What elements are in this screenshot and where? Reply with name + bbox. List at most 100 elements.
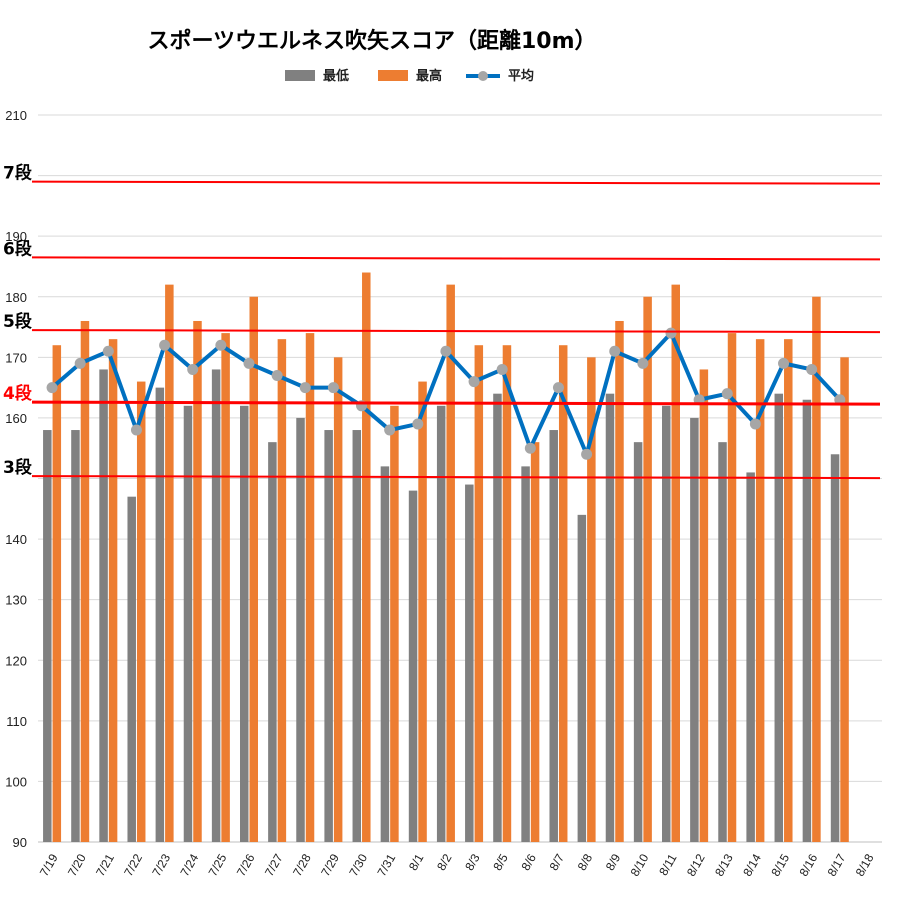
bar-max xyxy=(699,369,709,842)
bar-max xyxy=(333,357,343,842)
average-point xyxy=(637,357,649,369)
bar-max xyxy=(108,339,118,842)
legend: 最低 最高 平均 xyxy=(285,68,534,84)
dan-label: 6段 xyxy=(3,238,32,259)
average-point xyxy=(243,357,255,369)
x-tick-label: 8/10 xyxy=(628,851,652,879)
bar-min xyxy=(43,430,52,842)
x-tick-label: 8/17 xyxy=(825,851,849,879)
bar-max xyxy=(587,357,596,842)
bar-max xyxy=(643,296,652,842)
average-point xyxy=(721,388,733,400)
x-tick-label: 7/27 xyxy=(262,851,286,879)
x-tick-label: 7/26 xyxy=(234,851,258,879)
average-point xyxy=(187,363,199,375)
average-point xyxy=(102,345,114,357)
bar-max xyxy=(418,381,427,842)
average-point xyxy=(524,442,536,454)
average-point xyxy=(327,382,339,394)
x-tick-label: 7/24 xyxy=(178,851,202,879)
bar-min xyxy=(577,514,587,842)
dan-line xyxy=(31,329,881,334)
average-point xyxy=(778,357,790,369)
y-tick-label: 90 xyxy=(13,835,27,850)
bar-max xyxy=(615,320,624,842)
bar-min xyxy=(633,442,643,842)
bar-min xyxy=(802,399,812,842)
bar-min xyxy=(774,393,784,842)
bar-min xyxy=(211,369,221,842)
x-tick-label: 7/21 xyxy=(93,851,117,879)
bar-max xyxy=(755,339,765,842)
dan-label: 4段 xyxy=(3,383,32,404)
x-tick-label: 8/7 xyxy=(547,851,568,873)
average-point xyxy=(581,448,593,460)
bar-min xyxy=(662,405,671,842)
average-point xyxy=(609,345,621,357)
bar-max xyxy=(530,442,540,842)
x-tick-label: 8/6 xyxy=(518,851,539,873)
bar-max xyxy=(840,357,849,842)
average-point xyxy=(806,363,818,375)
average-point xyxy=(384,424,396,436)
bar-min xyxy=(493,393,502,842)
bar-min xyxy=(380,466,390,842)
bar-max xyxy=(277,339,287,842)
x-tick-label: 7/30 xyxy=(346,851,370,879)
bar-max xyxy=(221,333,230,842)
average-point xyxy=(749,418,761,430)
bar-min xyxy=(296,417,305,842)
bar-max xyxy=(812,296,821,842)
legend-label-max: 最高 xyxy=(416,68,442,84)
bar-max xyxy=(52,345,62,842)
average-point xyxy=(440,345,452,357)
x-tick-label: 8/3 xyxy=(462,851,483,873)
legend-swatch-avg-marker xyxy=(478,71,488,81)
x-tick-label: 8/14 xyxy=(740,851,764,879)
bar-min xyxy=(690,417,699,842)
bar-max xyxy=(249,296,258,842)
bar-max xyxy=(136,381,146,842)
bar-min xyxy=(830,454,840,842)
average-point xyxy=(159,339,171,351)
legend-swatch-max xyxy=(378,70,408,81)
legend-swatch-min xyxy=(285,70,315,81)
x-tick-label: 8/12 xyxy=(684,851,708,879)
y-tick-label: 190 xyxy=(5,229,27,244)
dan-label: 7段 xyxy=(3,163,32,184)
bar-min xyxy=(99,369,108,842)
bar-max xyxy=(165,284,174,843)
y-tick-label: 180 xyxy=(5,290,27,305)
y-tick-label: 130 xyxy=(5,593,27,608)
bar-max xyxy=(671,284,680,843)
bar-max xyxy=(502,345,512,842)
bar-min xyxy=(352,430,362,842)
bar-max xyxy=(784,339,793,842)
average-point xyxy=(496,363,508,375)
average-point xyxy=(215,339,227,351)
x-axis-ticks: 7/19 7/20 7/21 7/22 7/23 7/24 7/25 7/26 7/27 7/28… xyxy=(37,851,877,879)
average-point xyxy=(552,382,564,394)
average-point xyxy=(412,418,424,430)
bar-max xyxy=(193,320,202,842)
y-tick-label: 160 xyxy=(5,411,27,426)
x-tick-label: 7/29 xyxy=(318,851,342,879)
x-tick-label: 8/8 xyxy=(575,851,596,873)
bars xyxy=(43,272,849,843)
bar-min xyxy=(605,393,615,842)
average-point xyxy=(46,382,58,394)
bar-min xyxy=(521,466,530,842)
bar-min xyxy=(436,405,446,842)
bar-max xyxy=(727,333,737,842)
x-tick-label: 7/31 xyxy=(374,851,398,879)
bar-max xyxy=(80,320,90,842)
legend-label-avg: 平均 xyxy=(508,68,534,84)
bar-max xyxy=(305,333,315,842)
x-tick-label: 7/20 xyxy=(65,851,89,879)
average-point xyxy=(834,394,846,406)
bar-max xyxy=(474,345,484,842)
bar-min xyxy=(746,472,755,842)
x-tick-label: 8/1 xyxy=(406,851,427,873)
x-tick-label: 8/9 xyxy=(603,851,624,873)
